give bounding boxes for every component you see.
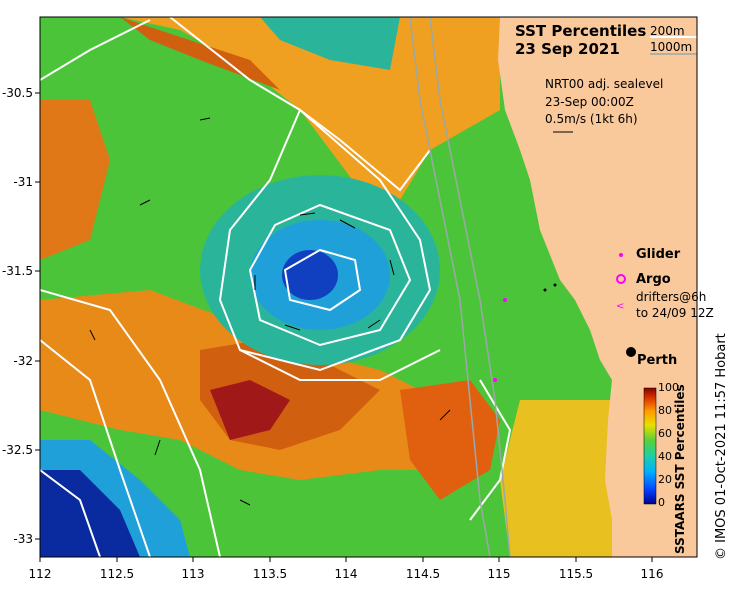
plot-frame [39,16,698,558]
observation-markers [493,283,557,382]
current-vectors [89,117,451,506]
cool-patch-north [260,17,400,70]
colorbar [643,387,657,505]
glider-legend-label: Glider [636,247,681,262]
colorbar-title: SSTAARS SST Percentiles [673,384,687,554]
current-source-label: NRT00 adj. sealevel [545,77,664,91]
glider-marker [619,253,623,257]
colorbar-tick: 100 [658,381,679,394]
y-axis: -30.5 -31 -31.5 -32 -32.5 -33 [2,86,40,546]
y-tick-label: -32 [13,354,33,368]
current-time-label: 23-Sep 00:00Z [545,95,634,109]
y-tick-label: -30.5 [2,86,33,100]
x-tick-label: 115 [488,567,511,581]
colorbar-tick: 20 [658,473,672,486]
drifter-marker: < [616,301,624,312]
x-tick-label: 116 [641,567,664,581]
warm-patch-east [400,380,500,500]
perth-label: Perth [637,353,678,368]
drifters-legend-label: drifters@6h [636,290,707,304]
credit-text: © IMOS 01-Oct-2021 11:57 Hobart [714,333,729,560]
yellow-coastal [500,400,615,557]
x-axis: 112 112.5 113 113.5 114 114.5 115 115.5 … [29,557,664,581]
eddy-core [282,250,338,300]
x-tick-label: 112 [29,567,52,581]
map-plot-area: < [40,17,697,557]
colorbar-tick: 80 [658,404,672,417]
warm-core-north [120,17,300,110]
colorbar-tick: 60 [658,427,672,440]
perth-marker [626,347,636,357]
x-tick-label: 113 [182,567,205,581]
y-tick-label: -31.5 [2,264,33,278]
y-tick-label: -32.5 [2,443,33,457]
argo-marker [616,274,626,284]
hot-core-south [210,380,290,440]
y-tick-label: -33 [13,532,33,546]
x-tick-label: 114 [335,567,358,581]
current-scale-label: 0.5m/s (1kt 6h) [545,112,638,126]
drifters-legend-label-2: to 24/09 12Z [636,306,714,320]
colorbar-tick: 40 [658,450,672,463]
bathymetry-lines [409,17,511,557]
contour-label-1000: 1000m [650,40,693,54]
x-tick-label: 115.5 [559,567,593,581]
map-date: 23 Sep 2021 [515,40,620,58]
y-tick-label: -31 [13,175,33,189]
colorbar-tick: 0 [658,496,665,509]
argo-legend-label: Argo [636,272,671,287]
x-tick-label: 114.5 [406,567,440,581]
map-title: SST Percentiles [515,22,647,40]
contour-label-200: 200m [650,24,685,38]
cold-core-sw [40,470,140,557]
warm-patch-west [40,100,110,260]
x-tick-label: 112.5 [100,567,134,581]
x-tick-label: 113.5 [253,567,287,581]
